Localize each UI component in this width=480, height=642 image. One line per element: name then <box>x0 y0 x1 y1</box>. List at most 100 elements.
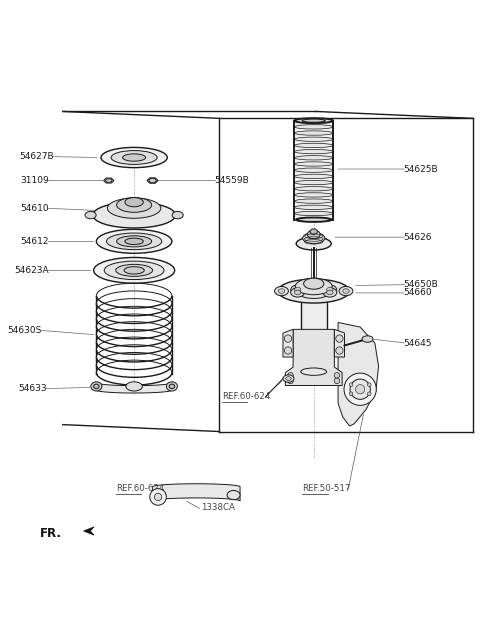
Ellipse shape <box>294 125 333 129</box>
Text: 54630S: 54630S <box>8 325 42 334</box>
Ellipse shape <box>275 286 288 296</box>
Ellipse shape <box>323 288 337 297</box>
Polygon shape <box>338 322 379 426</box>
Text: REF.60-624: REF.60-624 <box>116 483 164 492</box>
Ellipse shape <box>294 211 333 216</box>
Ellipse shape <box>291 288 304 297</box>
Ellipse shape <box>307 230 320 239</box>
Ellipse shape <box>323 285 337 294</box>
Text: 54633: 54633 <box>18 384 47 393</box>
Text: 54660: 54660 <box>404 288 432 297</box>
Text: 54645: 54645 <box>404 339 432 348</box>
Ellipse shape <box>101 148 168 168</box>
Ellipse shape <box>122 154 145 161</box>
Ellipse shape <box>294 187 333 191</box>
Ellipse shape <box>296 237 331 250</box>
Text: REF.50-517: REF.50-517 <box>302 483 350 492</box>
Ellipse shape <box>96 229 172 254</box>
Ellipse shape <box>343 289 349 293</box>
Ellipse shape <box>167 382 178 391</box>
Ellipse shape <box>301 291 326 299</box>
Circle shape <box>336 335 343 342</box>
Ellipse shape <box>294 118 333 123</box>
Circle shape <box>284 335 292 342</box>
Ellipse shape <box>294 205 333 209</box>
Circle shape <box>367 383 371 386</box>
Ellipse shape <box>104 261 164 279</box>
Ellipse shape <box>294 137 333 141</box>
Ellipse shape <box>125 238 144 245</box>
Ellipse shape <box>294 290 301 295</box>
Polygon shape <box>153 484 240 501</box>
Ellipse shape <box>294 168 333 172</box>
Ellipse shape <box>286 377 291 381</box>
Ellipse shape <box>296 218 331 222</box>
Ellipse shape <box>94 384 99 388</box>
Ellipse shape <box>304 278 324 290</box>
Ellipse shape <box>149 178 156 183</box>
Polygon shape <box>301 295 326 372</box>
Text: 54626: 54626 <box>404 232 432 241</box>
Circle shape <box>288 378 293 384</box>
Ellipse shape <box>294 288 301 292</box>
Ellipse shape <box>295 278 332 295</box>
Ellipse shape <box>93 202 176 228</box>
Ellipse shape <box>294 155 333 160</box>
Circle shape <box>349 392 353 395</box>
Text: 54623A: 54623A <box>14 266 49 275</box>
Ellipse shape <box>227 490 240 499</box>
Ellipse shape <box>294 162 333 166</box>
Ellipse shape <box>111 151 157 164</box>
Text: 54612: 54612 <box>21 237 49 246</box>
Ellipse shape <box>126 382 143 391</box>
Ellipse shape <box>278 289 285 293</box>
Ellipse shape <box>117 198 152 213</box>
Text: 1338CA: 1338CA <box>201 503 235 512</box>
Circle shape <box>284 347 292 354</box>
Ellipse shape <box>94 257 175 283</box>
Ellipse shape <box>124 266 144 274</box>
Ellipse shape <box>294 150 333 154</box>
Text: 54627B: 54627B <box>19 152 54 161</box>
Ellipse shape <box>310 229 317 234</box>
Ellipse shape <box>303 232 325 243</box>
Ellipse shape <box>294 193 333 197</box>
Ellipse shape <box>362 336 373 342</box>
Polygon shape <box>96 383 172 393</box>
Polygon shape <box>286 329 342 385</box>
Circle shape <box>336 347 343 354</box>
Polygon shape <box>147 178 158 183</box>
Text: 54625B: 54625B <box>404 164 438 173</box>
Ellipse shape <box>326 290 333 295</box>
Circle shape <box>344 373 376 405</box>
Circle shape <box>350 379 370 399</box>
Ellipse shape <box>117 236 152 247</box>
Circle shape <box>367 392 371 395</box>
Polygon shape <box>84 527 94 535</box>
Circle shape <box>288 372 293 378</box>
Polygon shape <box>335 329 345 357</box>
Ellipse shape <box>91 382 102 391</box>
Ellipse shape <box>291 285 304 294</box>
Ellipse shape <box>169 384 175 388</box>
Ellipse shape <box>125 198 144 207</box>
Polygon shape <box>283 329 293 357</box>
Ellipse shape <box>339 286 353 296</box>
Text: 54610: 54610 <box>20 204 49 213</box>
Ellipse shape <box>294 131 333 135</box>
Text: REF.60-624: REF.60-624 <box>222 392 270 401</box>
Ellipse shape <box>294 199 333 204</box>
Circle shape <box>150 489 167 505</box>
Ellipse shape <box>326 288 333 292</box>
Ellipse shape <box>172 211 183 219</box>
Text: 54650B: 54650B <box>404 280 438 289</box>
Ellipse shape <box>106 178 112 182</box>
Ellipse shape <box>294 143 333 148</box>
Text: 31109: 31109 <box>20 176 49 185</box>
Ellipse shape <box>85 211 96 219</box>
Circle shape <box>356 385 365 394</box>
Ellipse shape <box>116 265 153 276</box>
Ellipse shape <box>107 233 162 250</box>
Text: 54559B: 54559B <box>215 176 250 185</box>
Ellipse shape <box>108 198 161 218</box>
